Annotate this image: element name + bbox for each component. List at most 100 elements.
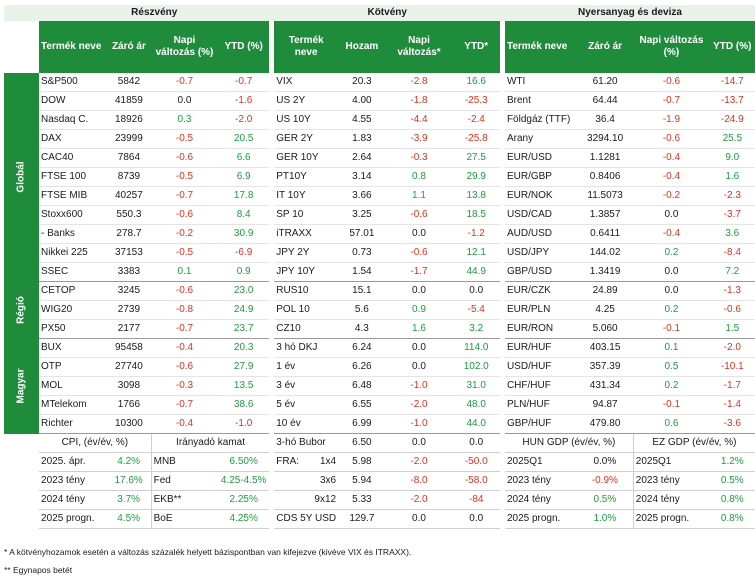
fx-cell: 61.20: [576, 73, 634, 92]
bonds-cell: -1.2: [452, 224, 501, 244]
equity-cell: 27.9: [217, 357, 270, 377]
bonds-cell: 57.01: [338, 224, 386, 244]
bonds-cell: 4.3: [338, 319, 386, 339]
equity-cell: 41859: [106, 91, 152, 111]
memo-bubor-value: 6.50: [338, 433, 386, 453]
fx-cell: 1.3857: [576, 205, 634, 225]
fx-cell: 7.2: [709, 262, 755, 282]
memo-hun-label: 2025Q1: [504, 452, 577, 472]
bonds-cell: 2.64: [338, 148, 386, 168]
bonds-cell: 0.0: [385, 338, 453, 358]
equity-cell: -0.6: [151, 148, 218, 168]
equity-cell: 40257: [106, 186, 152, 206]
bonds-cell: -2.8: [385, 73, 453, 92]
memo-hun-value: 0.5%: [576, 490, 634, 510]
bonds-cell: 13.8: [452, 186, 501, 206]
equity-cell: 6.9: [217, 167, 270, 187]
bonds-cell: 16.6: [452, 73, 501, 92]
memo-hun-label: 2024 tény: [504, 490, 577, 510]
group-label-text: Magyar: [15, 368, 27, 404]
fx-cell: EUR/USD: [504, 148, 577, 168]
fx-cell: -0.7: [633, 91, 710, 111]
fx-cell: Brent: [504, 91, 577, 111]
section-bonds: Kötvény: [274, 5, 501, 21]
memo-fra-ytd: -58.0: [452, 471, 501, 491]
fx-cell: 0.0: [633, 281, 710, 301]
equity-cell: -0.5: [151, 129, 218, 149]
bonds-cell: 4.55: [338, 110, 386, 130]
equity-cell: -0.3: [151, 376, 218, 396]
bonds-cell: POL 10: [274, 300, 339, 320]
bonds-cell: PT10Y: [274, 167, 339, 187]
equity-cell: SSEC: [39, 262, 107, 282]
equity-cell: -0.7: [151, 319, 218, 339]
memo-fra-value: 5.33: [338, 490, 386, 510]
bonds-cell: CZ10: [274, 319, 339, 339]
equity-cell: 3383: [106, 262, 152, 282]
memo-cpi-label: 2023 tény: [39, 471, 107, 491]
equity-cell: DOW: [39, 91, 107, 111]
fx-cell: Arany: [504, 129, 577, 149]
equity-cell: Stoxx600: [39, 205, 107, 225]
equity-cell: 0.9: [217, 262, 270, 282]
table-row: MTelekom 1766 -0.7 38.6 5 év 6.55 -2.0 48.0 PLN/…: [4, 395, 755, 415]
equity-cell: - Banks: [39, 224, 107, 244]
bonds-cell: 6.48: [338, 376, 386, 396]
memo-fra-name: CDS 5Y USD: [276, 513, 337, 524]
fx-cell: 5.060: [576, 319, 634, 339]
fx-cell: -0.4: [633, 167, 710, 187]
memo-cpi-value: 4.5%: [106, 509, 152, 529]
fx-cell: Földgáz (TTF): [504, 110, 577, 130]
equity-cell: CAC40: [39, 148, 107, 168]
bonds-cell: 1.83: [338, 129, 386, 149]
fx-cell: 0.8406: [576, 167, 634, 187]
col-header-bonds: YTD*: [452, 21, 501, 73]
bonds-cell: 4.00: [338, 91, 386, 111]
memo-row: 2023 tény 17.6% Fed 4.25-4.5% 3x6 5.94 -8.0 -58…: [4, 471, 755, 491]
fx-cell: 144.02: [576, 243, 634, 263]
equity-cell: WIG20: [39, 300, 107, 320]
bonds-cell: -0.6: [385, 243, 453, 263]
section-header-row: Részvény Kötvény Nyersanyag és deviza: [4, 5, 755, 21]
equity-cell: Nasdaq C.: [39, 110, 107, 130]
fx-cell: AUD/USD: [504, 224, 577, 244]
equity-cell: -0.7: [151, 73, 218, 92]
memo-cpi-value: 17.6%: [106, 471, 152, 491]
memo-bubor-ytd: 0.0: [452, 433, 501, 453]
bonds-cell: 12.1: [452, 243, 501, 263]
memo-rate-value: 4.25%: [217, 509, 270, 529]
equity-cell: 95458: [106, 338, 152, 358]
equity-cell: -0.6: [151, 281, 218, 301]
col-header-equity: YTD (%): [217, 21, 270, 73]
col-header-fx: Záró ár: [576, 21, 634, 73]
bonds-cell: 0.0: [385, 224, 453, 244]
fx-cell: 431.34: [576, 376, 634, 396]
bonds-cell: 3.66: [338, 186, 386, 206]
equity-cell: 0.3: [151, 110, 218, 130]
fx-cell: 0.2: [633, 300, 710, 320]
fx-cell: -0.4: [633, 148, 710, 168]
bonds-cell: 1 év: [274, 357, 339, 377]
memo-hun-gdp-title: HUN GDP (év/év, %): [504, 433, 634, 453]
group-label-2: Magyar: [4, 338, 40, 434]
bonds-cell: 6.55: [338, 395, 386, 415]
equity-cell: Richter: [39, 414, 107, 434]
memo-rate-value: 2.25%: [217, 490, 270, 510]
bonds-cell: 18.5: [452, 205, 501, 225]
equity-cell: 2177: [106, 319, 152, 339]
memo-hun-label: 2023 tény: [504, 471, 577, 491]
memo-rate-label: MNB: [150, 452, 218, 472]
bonds-cell: 1.6: [385, 319, 453, 339]
col-header-equity: Napi változás (%): [151, 21, 218, 73]
bonds-cell: 6.99: [338, 414, 386, 434]
fx-cell: GBP/HUF: [504, 414, 577, 434]
fx-cell: 24.89: [576, 281, 634, 301]
fx-cell: USD/HUF: [504, 357, 577, 377]
fx-cell: 1.5: [709, 319, 755, 339]
equity-cell: 37153: [106, 243, 152, 263]
bonds-cell: 3 év: [274, 376, 339, 396]
memo-fra-value: 5.94: [338, 471, 386, 491]
table-row: MOL 3098 -0.3 13.5 3 év 6.48 -1.0 31.0 CHF/HUF 43…: [4, 376, 755, 396]
equity-cell: 550.3: [106, 205, 152, 225]
bonds-cell: 6.26: [338, 357, 386, 377]
